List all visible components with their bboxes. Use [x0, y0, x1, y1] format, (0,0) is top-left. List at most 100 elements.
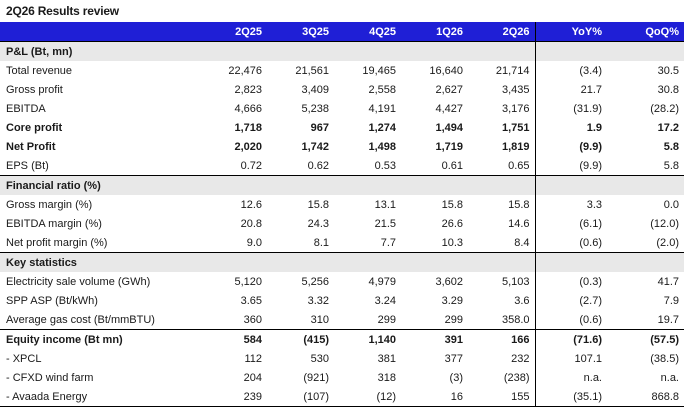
section-label: Key statistics — [0, 252, 200, 272]
report-title: 2Q26 Results review — [6, 4, 119, 18]
value-cell: 3.3 — [534, 195, 607, 214]
value-cell: (0.3) — [534, 272, 607, 291]
value-cell: 7.9 — [663, 294, 679, 307]
value-cell: 1,498 — [368, 140, 396, 153]
value-cell: 391 — [401, 329, 468, 349]
table-row: Net profit margin (%) 9.0 8.1 7.7 10.3 8.4 (0.… — [0, 233, 684, 253]
value-cell: 299 — [444, 313, 463, 326]
table-row: - Avaada Energy 239 (107) (12) 16 155 (35.1) 86… — [0, 387, 684, 407]
section-empty-cell — [267, 41, 334, 61]
section-header-row: P&L (Bt, mn) — [0, 41, 684, 61]
value-cell: 19.7 — [657, 313, 679, 326]
value-cell: 1.9 — [534, 118, 607, 137]
value-cell: 41.7 — [657, 275, 679, 288]
value-cell: 381 — [377, 352, 396, 365]
row-label: Total revenue — [6, 64, 73, 77]
value-cell: 5.8 — [663, 140, 679, 153]
value-cell: 13.1 — [374, 198, 396, 211]
value-cell: 2,627 — [435, 83, 463, 96]
section-empty-cell — [607, 252, 684, 272]
value-cell: 232 — [511, 352, 530, 365]
value-cell: 3.6 — [514, 294, 530, 307]
value-cell: 0.61 — [441, 159, 463, 172]
value-cell: 12.6 — [240, 198, 262, 211]
row-label: Net profit margin (%) — [6, 236, 108, 249]
value-cell: n.a. — [660, 371, 679, 384]
table-row: - XPCL 112 530 381 377 232 107.1 (38.5) — [0, 349, 684, 368]
value-cell: 3.65 — [240, 294, 262, 307]
value-cell: 107.1 — [534, 349, 607, 368]
value-cell: (238) — [503, 371, 530, 384]
value-cell: 2,558 — [368, 83, 396, 96]
table-row: Gross margin (%) 12.6 15.8 13.1 15.8 15.8 3.3 0… — [0, 195, 684, 214]
table-body: P&L (Bt, mn) Total revenue 22,476 21,561 19,… — [0, 41, 684, 407]
table-header-row: 2Q25 3Q25 4Q25 1Q26 2Q26 YoY% QoQ% — [0, 22, 684, 42]
section-label: P&L (Bt, mn) — [0, 41, 200, 61]
value-cell: 239 — [200, 387, 267, 407]
value-cell: 3.32 — [307, 294, 329, 307]
value-cell: 9.0 — [246, 236, 262, 249]
row-label: EPS (Bt) — [6, 159, 49, 172]
value-cell: 3.29 — [441, 294, 463, 307]
value-cell: 1,140 — [334, 329, 401, 349]
value-cell: (2.7) — [534, 291, 607, 310]
value-cell: 30.8 — [657, 83, 679, 96]
value-cell: n.a. — [534, 368, 607, 387]
value-cell: (0.6) — [534, 310, 607, 330]
value-cell: 15.8 — [508, 198, 530, 211]
value-cell: 15.8 — [441, 198, 463, 211]
value-cell: 22,476 — [228, 64, 262, 77]
value-cell: 15.8 — [307, 198, 329, 211]
value-cell: 7.7 — [380, 236, 396, 249]
section-empty-cell — [607, 41, 684, 61]
value-cell: 8.4 — [514, 236, 530, 249]
value-cell: 377 — [444, 352, 463, 365]
section-empty-cell — [468, 175, 535, 195]
value-cell: 16,640 — [429, 64, 463, 77]
value-cell: 5.8 — [663, 159, 679, 172]
value-cell: 1,274 — [368, 121, 396, 134]
value-cell: 19,465 — [362, 64, 396, 77]
value-cell: 1,718 — [234, 121, 262, 134]
section-empty-cell — [200, 41, 267, 61]
value-cell: (12) — [334, 387, 401, 407]
row-label: Electricity sale volume (GWh) — [6, 275, 151, 288]
table-row: EBITDA 4,666 5,238 4,191 4,427 3,176 (31.9) (28… — [0, 99, 684, 118]
row-label: Net Profit — [6, 140, 56, 153]
value-cell: 1,719 — [435, 140, 463, 153]
value-cell: 1,742 — [301, 140, 329, 153]
row-label: Gross profit — [6, 83, 63, 96]
value-cell: 5,238 — [301, 102, 329, 115]
value-cell: 10.3 — [441, 236, 463, 249]
value-cell: 21.5 — [374, 217, 396, 230]
value-cell: 868.8 — [607, 387, 684, 407]
section-header-row: Key statistics — [0, 252, 684, 272]
value-cell: 204 — [243, 371, 262, 384]
section-empty-cell — [200, 175, 267, 195]
value-cell: (9.9) — [534, 137, 607, 156]
table-row: EPS (Bt) 0.72 0.62 0.53 0.61 0.65 (9.9) 5.8 — [0, 156, 684, 176]
value-cell: 360 — [243, 313, 262, 326]
value-cell: 17.2 — [657, 121, 679, 134]
value-cell: (2.0) — [656, 236, 679, 249]
value-cell: (107) — [267, 387, 334, 407]
value-cell: 0.72 — [240, 159, 262, 172]
section-empty-cell — [334, 41, 401, 61]
table-row: EBITDA margin (%) 20.8 24.3 21.5 26.6 14.6 (6.… — [0, 214, 684, 233]
value-cell: 318 — [377, 371, 396, 384]
value-cell: 299 — [377, 313, 396, 326]
value-cell: (57.5) — [607, 329, 684, 349]
section-empty-cell — [200, 252, 267, 272]
header-cell: QoQ% — [607, 22, 684, 42]
value-cell: 8.1 — [313, 236, 329, 249]
value-cell: 4,427 — [435, 102, 463, 115]
value-cell: 3,176 — [501, 102, 530, 115]
row-label: - CFXD wind farm — [6, 371, 94, 384]
section-empty-cell — [534, 252, 607, 272]
table-row: Net Profit 2,020 1,742 1,498 1,719 1,819 (9.9)… — [0, 137, 684, 156]
value-cell: 1,751 — [501, 121, 530, 134]
row-label: Gross margin (%) — [6, 198, 93, 211]
header-cell: 4Q25 — [334, 22, 401, 42]
value-cell: 0.62 — [307, 159, 329, 172]
value-cell: (3) — [449, 371, 463, 384]
